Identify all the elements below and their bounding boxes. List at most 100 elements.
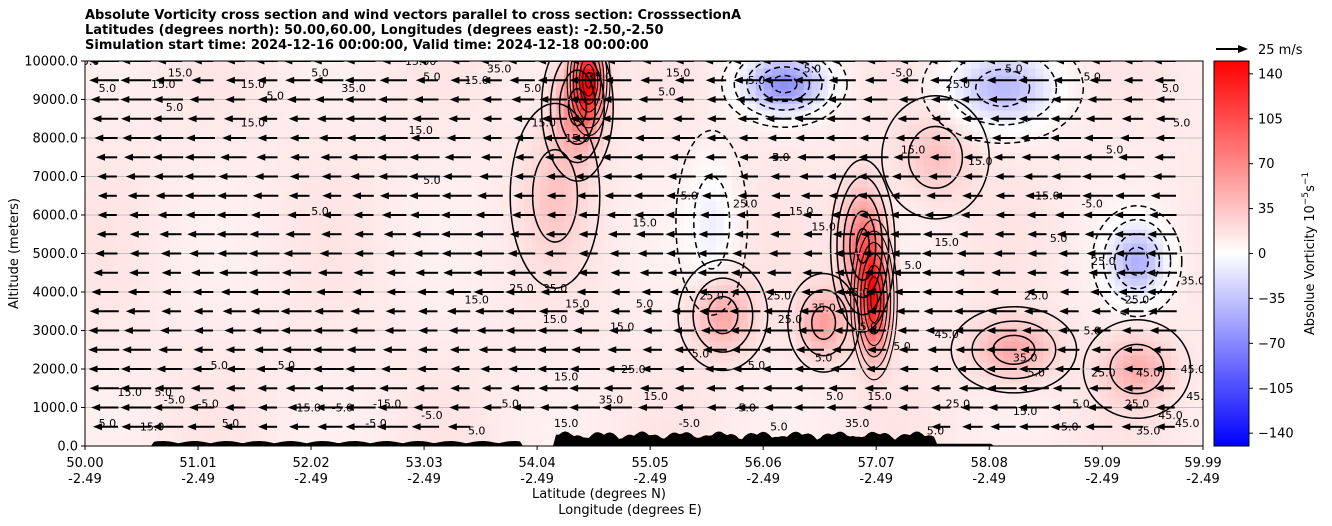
vorticity-cell bbox=[516, 222, 525, 230]
vorticity-cell bbox=[484, 229, 493, 237]
vorticity-cell bbox=[659, 355, 669, 363]
vorticity-cell bbox=[795, 292, 805, 300]
vorticity-cell bbox=[739, 68, 749, 76]
vorticity-cell bbox=[612, 425, 621, 433]
vorticity-cell bbox=[260, 278, 270, 286]
vorticity-cell bbox=[604, 285, 613, 293]
vorticity-cell bbox=[428, 68, 437, 76]
vorticity-cell bbox=[148, 61, 158, 69]
vorticity-cell bbox=[628, 348, 637, 356]
vorticity-cell bbox=[204, 236, 214, 244]
vorticity-cell bbox=[316, 355, 326, 363]
vorticity-cell bbox=[588, 411, 597, 419]
vorticity-cell bbox=[588, 390, 597, 398]
vorticity-cell bbox=[444, 425, 453, 433]
vorticity-cell bbox=[436, 299, 445, 307]
vorticity-cell bbox=[659, 201, 669, 209]
vorticity-cell bbox=[388, 355, 398, 363]
vorticity-cell bbox=[580, 82, 589, 90]
vorticity-cell bbox=[252, 376, 262, 384]
vorticity-cell bbox=[683, 313, 693, 321]
vorticity-cell bbox=[260, 61, 270, 69]
vorticity-cell bbox=[628, 117, 637, 125]
vorticity-cell bbox=[675, 320, 685, 328]
vorticity-cell bbox=[228, 145, 238, 153]
vorticity-cell bbox=[404, 124, 414, 132]
vorticity-cell bbox=[532, 180, 541, 188]
vorticity-cell bbox=[731, 418, 741, 426]
vorticity-cell bbox=[116, 439, 126, 446]
vorticity-cell bbox=[691, 306, 701, 314]
vorticity-cell bbox=[572, 376, 581, 384]
vorticity-cell bbox=[492, 75, 501, 83]
vorticity-cell bbox=[747, 264, 757, 272]
vorticity-cell bbox=[747, 334, 757, 342]
vorticity-cell bbox=[452, 201, 461, 209]
vorticity-cell bbox=[803, 418, 813, 426]
vorticity-cell bbox=[739, 292, 749, 300]
vorticity-cell bbox=[444, 236, 453, 244]
vorticity-cell bbox=[380, 313, 390, 321]
vorticity-cell bbox=[683, 187, 693, 195]
vorticity-cell bbox=[771, 124, 781, 132]
vorticity-cell bbox=[516, 236, 525, 244]
vorticity-cell bbox=[404, 425, 414, 433]
vorticity-cell bbox=[468, 397, 477, 405]
vorticity-cell bbox=[795, 271, 805, 279]
vorticity-cell bbox=[324, 299, 334, 307]
vorticity-cell bbox=[564, 299, 573, 307]
vorticity-cell bbox=[452, 215, 461, 223]
vorticity-cell bbox=[628, 75, 637, 83]
vorticity-cell bbox=[92, 117, 102, 125]
vorticity-cell bbox=[380, 229, 390, 237]
vorticity-cell bbox=[516, 355, 525, 363]
vorticity-cell bbox=[420, 82, 429, 90]
vorticity-cell bbox=[380, 194, 390, 202]
vorticity-cell bbox=[731, 411, 741, 419]
vorticity-cell bbox=[172, 110, 182, 118]
vorticity-cell bbox=[476, 166, 485, 174]
vorticity-cell bbox=[771, 145, 781, 153]
vorticity-cell bbox=[723, 208, 733, 216]
vorticity-cell bbox=[572, 271, 581, 279]
vorticity-cell bbox=[651, 411, 661, 419]
vorticity-cell bbox=[524, 418, 533, 426]
vorticity-cell bbox=[532, 383, 541, 391]
vorticity-cell bbox=[180, 369, 190, 377]
vorticity-cell bbox=[412, 432, 421, 440]
vorticity-cell bbox=[651, 201, 661, 209]
vorticity-cell bbox=[212, 138, 222, 146]
vorticity-cell bbox=[723, 187, 733, 195]
vorticity-cell bbox=[747, 215, 757, 223]
vorticity-cell bbox=[284, 411, 294, 419]
vorticity-cell bbox=[460, 187, 469, 195]
vorticity-cell bbox=[548, 89, 557, 97]
vorticity-cell bbox=[348, 201, 358, 209]
vorticity-cell bbox=[108, 264, 118, 272]
vorticity-cell bbox=[468, 229, 477, 237]
vorticity-cell bbox=[268, 362, 278, 370]
vorticity-cell bbox=[771, 348, 781, 356]
vorticity-cell bbox=[364, 89, 374, 97]
vorticity-cell bbox=[324, 418, 334, 426]
vorticity-cell bbox=[236, 285, 246, 293]
vorticity-cell bbox=[771, 208, 781, 216]
vorticity-cell bbox=[124, 131, 134, 139]
vorticity-cell bbox=[260, 243, 270, 251]
vorticity-cell bbox=[636, 222, 645, 230]
vorticity-cell bbox=[260, 180, 270, 188]
vorticity-cell bbox=[484, 243, 493, 251]
vorticity-cell bbox=[388, 390, 398, 398]
vorticity-cell bbox=[364, 159, 374, 167]
vorticity-cell bbox=[723, 390, 733, 398]
vorticity-cell bbox=[588, 341, 597, 349]
vorticity-cell bbox=[252, 383, 262, 391]
vorticity-cell bbox=[540, 299, 549, 307]
vorticity-cell bbox=[132, 152, 142, 160]
vorticity-cell bbox=[548, 432, 557, 440]
vorticity-cell bbox=[628, 145, 637, 153]
vorticity-cell bbox=[476, 215, 485, 223]
vorticity-cell bbox=[644, 131, 653, 139]
vorticity-cell bbox=[651, 89, 661, 97]
vorticity-cell bbox=[508, 145, 517, 153]
